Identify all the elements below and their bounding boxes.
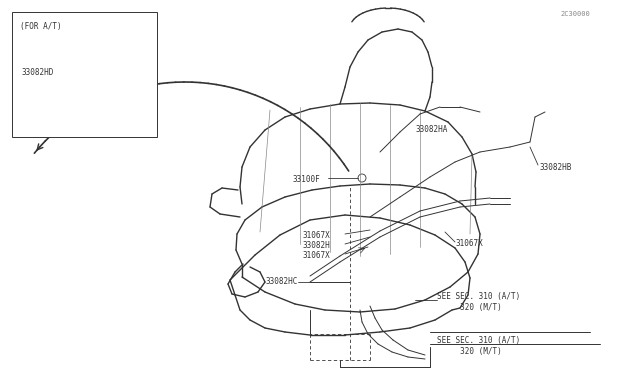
Text: SEE SEC. 310 (A/T)
     320 (M/T): SEE SEC. 310 (A/T) 320 (M/T) xyxy=(437,336,520,356)
Text: 33082HC: 33082HC xyxy=(266,278,298,286)
Text: 33082HA: 33082HA xyxy=(415,125,447,134)
Text: SEE SEC. 310 (A/T)
     320 (M/T): SEE SEC. 310 (A/T) 320 (M/T) xyxy=(437,292,520,312)
Bar xyxy=(12,12,157,137)
Text: 31067X: 31067X xyxy=(302,250,330,260)
Text: 33082HD: 33082HD xyxy=(22,67,54,77)
Text: 33082H: 33082H xyxy=(302,241,330,250)
Text: 33100F: 33100F xyxy=(292,174,320,183)
Text: (FOR A/T): (FOR A/T) xyxy=(20,22,61,31)
Text: 33082HB: 33082HB xyxy=(540,163,572,171)
Text: 31067X: 31067X xyxy=(455,240,483,248)
Text: 2C30000: 2C30000 xyxy=(560,11,590,17)
Text: 31067X: 31067X xyxy=(302,231,330,240)
